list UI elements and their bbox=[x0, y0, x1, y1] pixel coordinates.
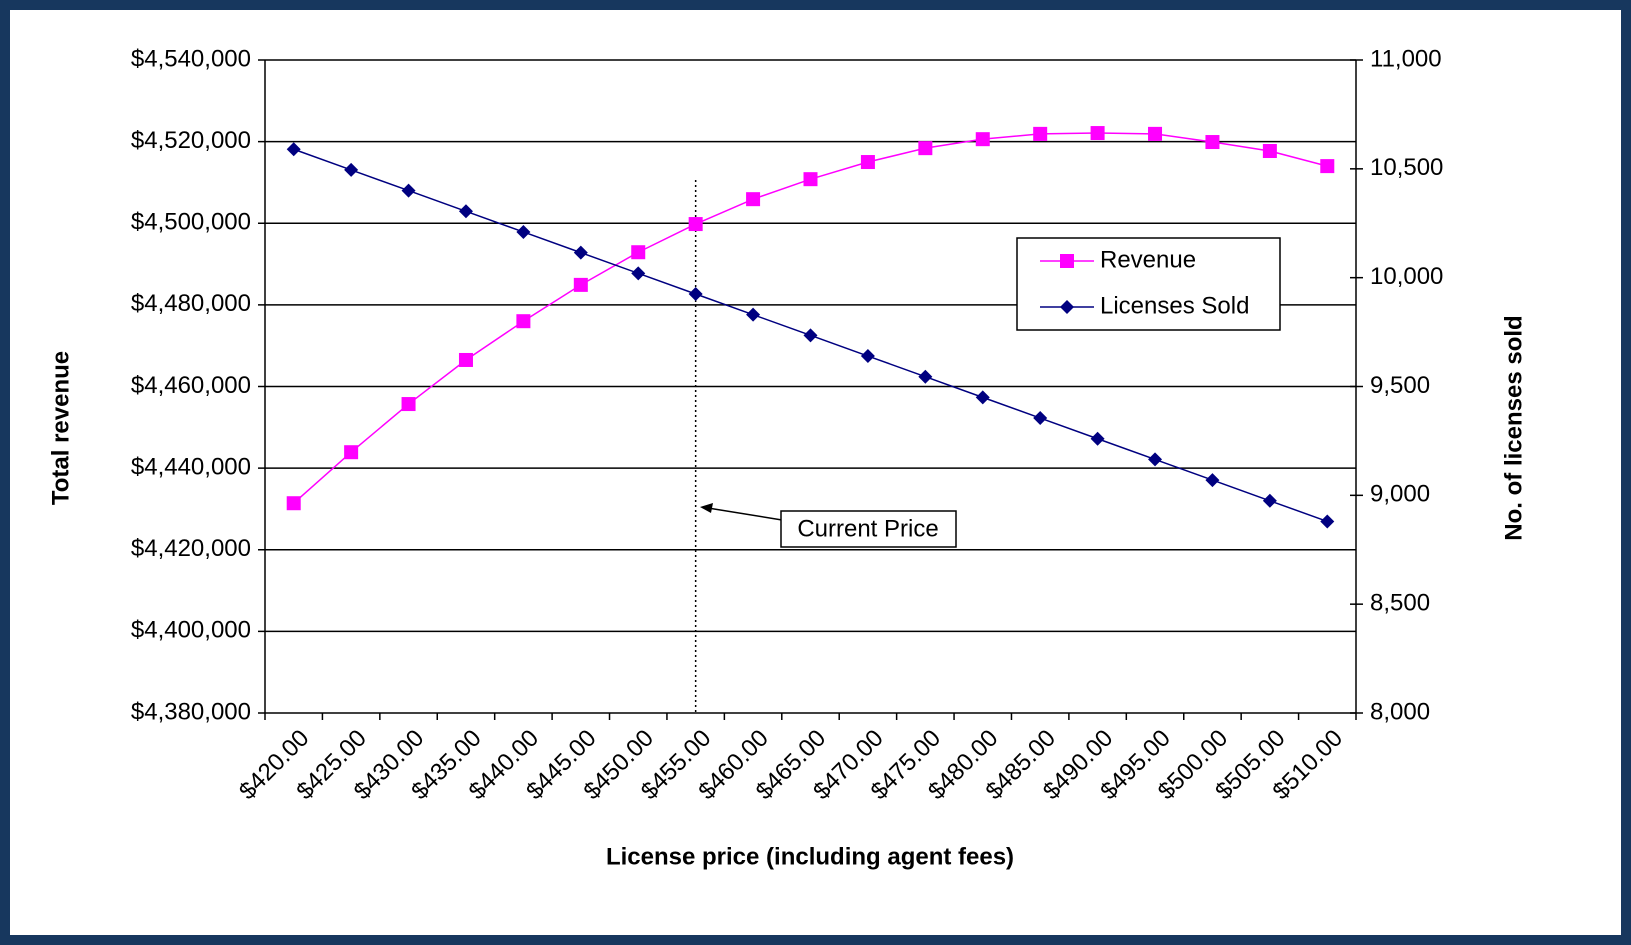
data-point bbox=[746, 192, 761, 207]
y-axis-title: Total revenue bbox=[47, 351, 74, 505]
y2-tick-label: 8,000 bbox=[1370, 698, 1430, 725]
data-point bbox=[975, 132, 990, 147]
data-point bbox=[286, 496, 301, 511]
data-point bbox=[1262, 144, 1277, 159]
data-point bbox=[1148, 126, 1163, 141]
data-point bbox=[401, 397, 416, 412]
data-point bbox=[1148, 452, 1163, 467]
annotation-text: Current Price bbox=[797, 515, 938, 542]
y-tick-label: $4,520,000 bbox=[131, 127, 251, 154]
legend-label: Revenue bbox=[1100, 246, 1196, 273]
data-point bbox=[344, 445, 359, 460]
data-point bbox=[746, 307, 761, 322]
data-point bbox=[860, 155, 875, 170]
annotation-arrow bbox=[707, 507, 783, 521]
y2-tick-label: 10,500 bbox=[1370, 154, 1443, 181]
data-point bbox=[631, 266, 646, 281]
y-tick-label: $4,500,000 bbox=[131, 209, 251, 236]
data-point bbox=[516, 224, 531, 239]
data-point bbox=[344, 162, 359, 177]
y2-tick-label: 10,000 bbox=[1370, 263, 1443, 290]
data-point bbox=[860, 349, 875, 364]
data-point bbox=[918, 141, 933, 156]
y2-tick-label: 9,500 bbox=[1370, 372, 1430, 399]
y-tick-label: $4,480,000 bbox=[131, 290, 251, 317]
y-tick-label: $4,460,000 bbox=[131, 372, 251, 399]
legend-marker bbox=[1060, 300, 1074, 314]
data-point bbox=[918, 369, 933, 384]
data-point bbox=[688, 217, 703, 232]
data-point bbox=[803, 328, 818, 343]
y-tick-label: $4,420,000 bbox=[131, 535, 251, 562]
data-point bbox=[1033, 126, 1048, 141]
data-point bbox=[1090, 126, 1105, 141]
data-point bbox=[1033, 411, 1048, 426]
data-point bbox=[1320, 159, 1335, 174]
data-point bbox=[573, 277, 588, 292]
data-point bbox=[401, 183, 416, 198]
y2-tick-label: 9,000 bbox=[1370, 481, 1430, 508]
data-point bbox=[1205, 473, 1220, 488]
data-point bbox=[458, 204, 473, 219]
legend-label: Licenses Sold bbox=[1100, 292, 1249, 319]
x-axis-title: License price (including agent fees) bbox=[606, 843, 1014, 870]
data-point bbox=[516, 314, 531, 329]
annotation-box bbox=[780, 510, 957, 548]
y2-tick-label: 11,000 bbox=[1370, 45, 1442, 72]
data-point bbox=[1205, 135, 1220, 150]
data-point bbox=[458, 352, 473, 367]
data-point bbox=[688, 286, 703, 301]
annotation-arrowhead bbox=[700, 503, 713, 513]
data-point bbox=[1090, 431, 1105, 446]
y2-axis-title: No. of licenses sold bbox=[1500, 315, 1527, 540]
data-point bbox=[803, 172, 818, 187]
data-point bbox=[286, 142, 301, 157]
y-tick-label: $4,540,000 bbox=[131, 45, 251, 72]
data-point bbox=[573, 245, 588, 260]
legend-box bbox=[1016, 237, 1281, 331]
y2-tick-label: 8,500 bbox=[1370, 590, 1430, 617]
y-tick-label: $4,380,000 bbox=[131, 698, 251, 725]
data-point bbox=[631, 245, 646, 260]
legend-marker bbox=[1060, 254, 1074, 268]
y-tick-label: $4,440,000 bbox=[131, 453, 251, 480]
data-point bbox=[1320, 514, 1335, 529]
data-point bbox=[975, 390, 990, 405]
y-tick-label: $4,400,000 bbox=[131, 617, 251, 644]
data-point bbox=[1262, 493, 1277, 508]
